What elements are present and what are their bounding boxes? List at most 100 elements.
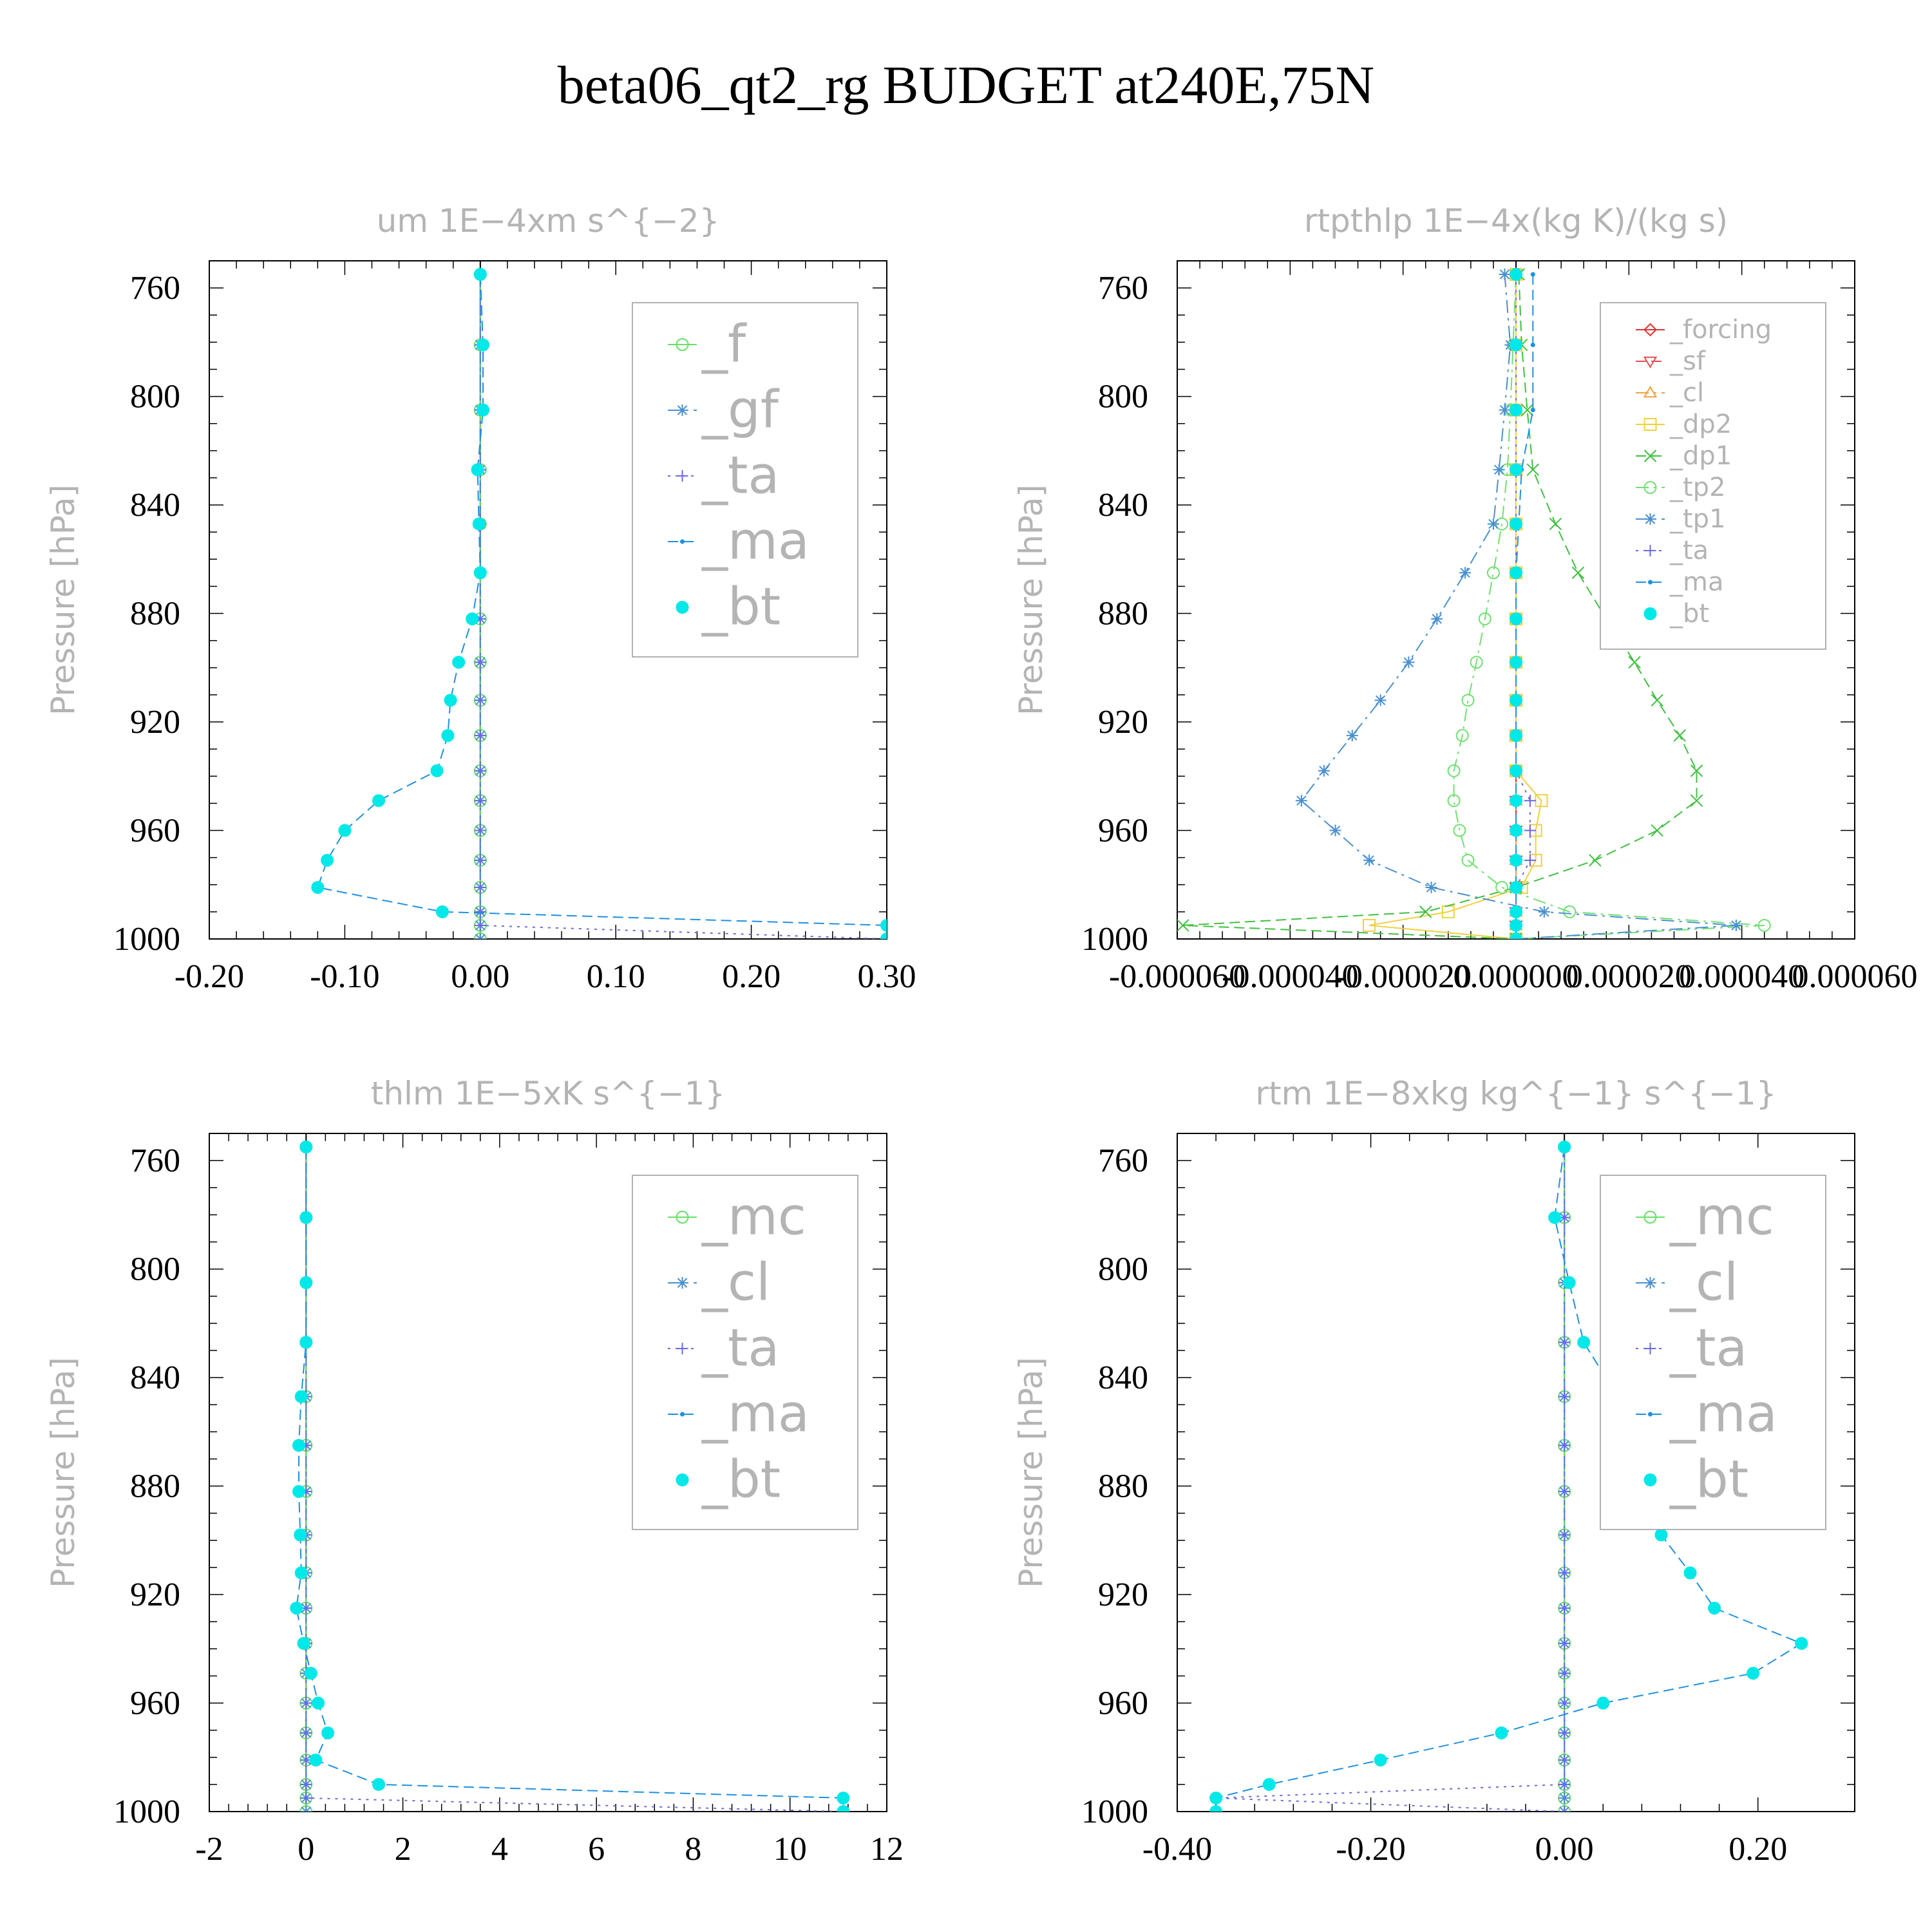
data-point-tp2 [1461, 853, 1475, 867]
data-point-tp2 [1486, 566, 1500, 580]
legend-swatch-marker [1643, 607, 1657, 620]
data-point-bt [1795, 1636, 1808, 1650]
data-point-bt [1510, 853, 1522, 867]
x-tick-label: -2 [195, 1831, 223, 1868]
legend: _f_gf_ta_ma_bt [632, 302, 858, 658]
data-point-ta [1558, 1602, 1571, 1615]
y-tick-label: 760 [1098, 270, 1148, 307]
series-line-ta [1216, 1147, 1566, 1812]
x-tick-label: -0.10 [310, 958, 379, 995]
data-point-ma [1530, 343, 1535, 348]
y-tick-label: 1000 [113, 1794, 180, 1830]
legend-label: _cl [1669, 1252, 1738, 1312]
legend: _mc_cl_ta_ma_bt [632, 1175, 858, 1530]
series-line-ma [316, 274, 887, 939]
y-tick-label: 920 [1098, 704, 1148, 741]
data-point-bt [312, 1696, 325, 1710]
legend-swatch-marker [676, 1277, 688, 1289]
data-point-tp1 [1346, 730, 1358, 742]
data-point-bt [1209, 1805, 1223, 1812]
legend-item-mc: _mc [668, 1186, 806, 1246]
legend-label: _f [701, 314, 747, 374]
data-point-ta [1558, 1667, 1571, 1680]
x-tick-label: 6 [588, 1831, 605, 1868]
y-tick-label: 920 [130, 704, 180, 741]
data-point-bt [1510, 566, 1522, 580]
data-point-bt [472, 517, 486, 531]
data-point-bt [1374, 1753, 1387, 1766]
data-point-bt [1596, 1696, 1610, 1710]
data-point-ta [1558, 1336, 1571, 1349]
data-point-bt [372, 794, 385, 808]
data-point-bt [477, 338, 490, 352]
data-point-bt [299, 1211, 313, 1224]
panel-title: rtpthlp 1E−4x(kg K)/(kg s) [1304, 202, 1728, 240]
legend-label: _tp2 [1669, 473, 1726, 502]
series-line-tp1 [1300, 274, 1736, 939]
data-point-bt [292, 1484, 306, 1498]
y-axis-label: Pressure [hPa] [1012, 1357, 1050, 1588]
legend-swatch-marker [1643, 356, 1658, 368]
data-point-bt [1510, 794, 1522, 808]
data-point-bt [294, 1528, 307, 1542]
x-tick-label: -0.40 [1142, 1831, 1212, 1868]
legend-label: _ma [1669, 1383, 1777, 1443]
data-point-bt [299, 1336, 313, 1349]
legend-item-mc: _mc [1636, 1186, 1774, 1246]
data-point-bt [1510, 764, 1522, 777]
legend-item-ta: _ta [1636, 536, 1709, 565]
data-point-ta [1558, 1727, 1571, 1739]
data-point-bt [1510, 517, 1522, 531]
panel-4: rtm 1E−8xkg kg^{−1} s^{−1} Pressure [hPa]… [1012, 1075, 1855, 1868]
y-tick-label: 800 [1098, 379, 1148, 415]
legend-item-dp1: _dp1 [1636, 441, 1732, 471]
y-tick-label: 960 [1098, 1685, 1148, 1722]
y-tick-label: 800 [1098, 1251, 1148, 1288]
y-tick-label: 880 [130, 1468, 180, 1505]
y-tick-label: 960 [1098, 813, 1148, 849]
plot-frame [209, 1133, 887, 1812]
data-point-tp1 [1493, 464, 1505, 476]
legend-swatch-marker [1643, 481, 1657, 494]
data-point-tp2 [1478, 612, 1492, 625]
legend-swatch-marker [676, 1343, 688, 1354]
data-point-bt [311, 880, 325, 894]
legend-label: _bt [701, 1449, 781, 1509]
data-point-bt [1577, 1336, 1591, 1349]
data-point-bt [1510, 463, 1522, 477]
legend-item-bt: _bt [676, 1449, 781, 1509]
x-tick-label: -0.20 [1336, 1831, 1405, 1868]
legend-item-ta: _ta [1636, 1318, 1747, 1378]
legend-swatch-marker [1643, 1473, 1657, 1486]
legend-swatch-marker [1643, 450, 1657, 462]
data-point-bt [441, 729, 455, 743]
legend-swatch-marker [1643, 1211, 1657, 1224]
series-line-dp2 [1368, 274, 1542, 939]
legend-item-bt: _bt [1643, 599, 1709, 629]
data-point-tp1 [1425, 881, 1437, 893]
legend-swatch-marker [1643, 418, 1657, 431]
data-point-ta [1558, 1806, 1571, 1812]
legend-swatch-marker [676, 601, 689, 614]
legend-box [1600, 1175, 1826, 1530]
data-point-ta [474, 764, 486, 777]
legend-swatch-marker [676, 1211, 689, 1224]
data-point-bt [292, 1439, 306, 1452]
data-point-ta [474, 881, 486, 893]
legend-label: _tp1 [1669, 504, 1726, 534]
data-point-tp2 [1461, 694, 1475, 707]
x-tick-label: 10 [773, 1831, 807, 1868]
legend-label: _ma [701, 511, 810, 571]
legend-swatch-marker [676, 470, 688, 482]
legend-item-ma: _ma [1636, 1383, 1777, 1443]
data-point-bt [309, 1753, 323, 1766]
legend-label: _cl [1669, 378, 1704, 408]
data-point-bt [1683, 1566, 1697, 1580]
data-point-tp1 [1538, 905, 1550, 918]
x-tick-label: 0.00 [451, 958, 509, 995]
data-point-bt [321, 853, 334, 867]
data-point-ta [1558, 1529, 1571, 1541]
legend-label: _bt [1669, 599, 1709, 629]
legend-label: _ta [1669, 536, 1709, 565]
y-tick-label: 880 [1098, 596, 1148, 632]
